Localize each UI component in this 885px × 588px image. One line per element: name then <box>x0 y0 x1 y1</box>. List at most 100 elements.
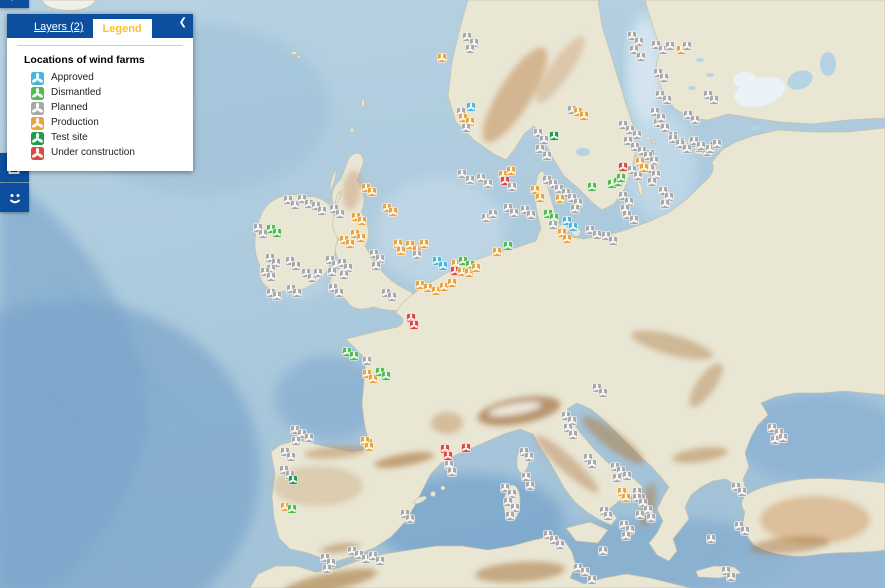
windfarm-marker-production[interactable] <box>364 442 374 452</box>
windfarm-marker-planned[interactable] <box>682 41 692 51</box>
windfarm-marker-planned[interactable] <box>371 261 381 271</box>
windfarm-marker-production[interactable] <box>535 193 545 203</box>
feedback-button[interactable] <box>0 183 29 212</box>
windfarm-marker-planned[interactable] <box>272 291 282 301</box>
windfarm-marker-production[interactable] <box>492 247 502 257</box>
windfarm-marker-under-construction[interactable] <box>461 443 471 453</box>
windfarm-marker-planned[interactable] <box>660 199 670 209</box>
windfarm-marker-production[interactable] <box>506 166 516 176</box>
windfarm-marker-planned[interactable] <box>457 169 467 179</box>
windfarm-marker-planned[interactable] <box>621 531 631 541</box>
windfarm-marker-production[interactable] <box>530 185 540 195</box>
windfarm-marker-production[interactable] <box>367 187 377 197</box>
windfarm-marker-dismantled[interactable] <box>287 504 297 514</box>
windfarm-marker-approved[interactable] <box>438 261 448 271</box>
windfarm-marker-planned[interactable] <box>465 44 475 54</box>
windfarm-marker-production[interactable] <box>447 278 457 288</box>
windfarm-marker-planned[interactable] <box>258 229 268 239</box>
windfarm-marker-production[interactable] <box>396 246 406 256</box>
windfarm-marker-planned[interactable] <box>291 261 301 271</box>
windfarm-marker-approved[interactable] <box>466 102 476 112</box>
windfarm-marker-planned[interactable] <box>526 210 536 220</box>
windfarm-marker-planned[interactable] <box>587 575 597 585</box>
windfarm-marker-planned[interactable] <box>682 144 692 154</box>
windfarm-marker-planned[interactable] <box>542 151 552 161</box>
windfarm-marker-production[interactable] <box>562 234 572 244</box>
windfarm-marker-planned[interactable] <box>608 236 618 246</box>
windfarm-marker-planned[interactable] <box>533 128 543 138</box>
windfarm-marker-planned[interactable] <box>612 473 622 483</box>
windfarm-marker-planned[interactable] <box>696 141 706 151</box>
windfarm-marker-planned[interactable] <box>665 41 675 51</box>
windfarm-marker-production[interactable] <box>388 207 398 217</box>
windfarm-marker-planned[interactable] <box>598 388 608 398</box>
windfarm-marker-production[interactable] <box>419 239 429 249</box>
windfarm-marker-planned[interactable] <box>447 467 457 477</box>
windfarm-marker-dismantled[interactable] <box>381 371 391 381</box>
windfarm-marker-production[interactable] <box>639 163 649 173</box>
windfarm-marker-planned[interactable] <box>476 173 486 183</box>
windfarm-marker-planned[interactable] <box>483 179 493 189</box>
windfarm-marker-production[interactable] <box>345 239 355 249</box>
windfarm-marker-planned[interactable] <box>292 288 302 298</box>
windfarm-marker-approved[interactable] <box>568 222 578 232</box>
windfarm-marker-planned[interactable] <box>737 487 747 497</box>
windfarm-marker-planned[interactable] <box>635 510 645 520</box>
windfarm-marker-planned[interactable] <box>622 471 632 481</box>
windfarm-marker-planned[interactable] <box>509 208 519 218</box>
windfarm-marker-planned[interactable] <box>627 31 637 41</box>
windfarm-marker-planned[interactable] <box>690 115 700 125</box>
windfarm-marker-planned[interactable] <box>505 511 515 521</box>
windfarm-marker-planned[interactable] <box>362 356 372 366</box>
windfarm-marker-planned[interactable] <box>290 200 300 210</box>
windfarm-marker-test-site[interactable] <box>549 131 559 141</box>
windfarm-marker-planned[interactable] <box>580 567 590 577</box>
pan-previous-button[interactable] <box>0 0 29 8</box>
windfarm-marker-planned[interactable] <box>587 459 597 469</box>
windfarm-marker-planned[interactable] <box>706 534 716 544</box>
windfarm-marker-planned[interactable] <box>662 95 672 105</box>
windfarm-marker-planned[interactable] <box>291 436 301 446</box>
windfarm-marker-planned[interactable] <box>778 433 788 443</box>
windfarm-marker-planned[interactable] <box>535 144 545 154</box>
windfarm-marker-planned[interactable] <box>539 135 549 145</box>
windfarm-marker-planned[interactable] <box>327 267 337 277</box>
windfarm-marker-planned[interactable] <box>740 526 750 536</box>
windfarm-marker-planned[interactable] <box>266 272 276 282</box>
windfarm-marker-planned[interactable] <box>462 32 472 42</box>
windfarm-marker-planned[interactable] <box>521 472 531 482</box>
windfarm-marker-production[interactable] <box>368 374 378 384</box>
windfarm-marker-planned[interactable] <box>465 175 475 185</box>
windfarm-marker-planned[interactable] <box>375 556 385 566</box>
windfarm-marker-planned[interactable] <box>636 52 646 62</box>
windfarm-marker-under-construction[interactable] <box>443 451 453 461</box>
windfarm-marker-planned[interactable] <box>335 209 345 219</box>
windfarm-marker-dismantled[interactable] <box>272 228 282 238</box>
windfarm-marker-planned[interactable] <box>633 171 643 181</box>
windfarm-marker-planned[interactable] <box>555 540 565 550</box>
collapse-panel-icon[interactable]: ❮ <box>178 17 187 28</box>
windfarm-marker-production[interactable] <box>621 493 631 503</box>
windfarm-marker-production[interactable] <box>555 194 565 204</box>
windfarm-marker-planned[interactable] <box>623 136 633 146</box>
windfarm-marker-planned[interactable] <box>634 37 644 47</box>
windfarm-marker-planned[interactable] <box>461 123 471 133</box>
windfarm-marker-test-site[interactable] <box>288 475 298 485</box>
windfarm-marker-planned[interactable] <box>603 511 613 521</box>
windfarm-marker-planned[interactable] <box>313 268 323 278</box>
windfarm-marker-planned[interactable] <box>646 513 656 523</box>
windfarm-marker-planned[interactable] <box>570 204 580 214</box>
windfarm-marker-planned[interactable] <box>726 572 736 582</box>
windfarm-marker-planned[interactable] <box>405 514 415 524</box>
windfarm-marker-production[interactable] <box>579 111 589 121</box>
windfarm-marker-dismantled[interactable] <box>503 241 513 251</box>
windfarm-marker-planned[interactable] <box>525 481 535 491</box>
windfarm-marker-dismantled[interactable] <box>616 173 626 183</box>
windfarm-marker-production[interactable] <box>471 263 481 273</box>
windfarm-marker-planned[interactable] <box>656 113 666 123</box>
windfarm-marker-planned[interactable] <box>488 209 498 219</box>
windfarm-marker-production[interactable] <box>356 233 366 243</box>
windfarm-marker-planned[interactable] <box>629 215 639 225</box>
windfarm-marker-planned[interactable] <box>500 483 510 493</box>
